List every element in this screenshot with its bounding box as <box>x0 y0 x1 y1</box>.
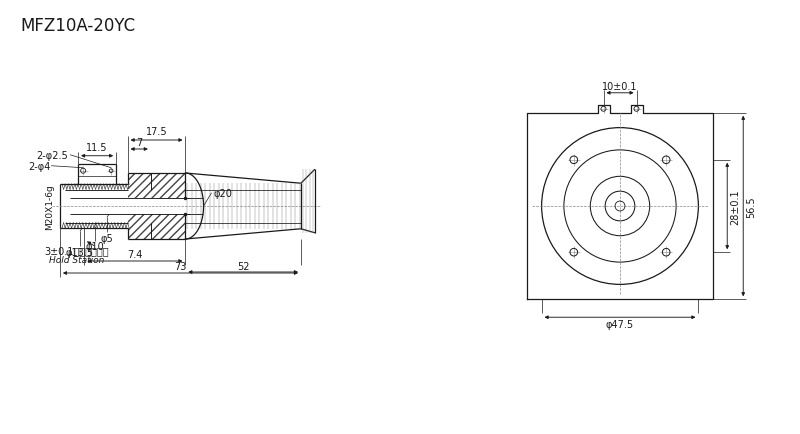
Text: Hold Station: Hold Station <box>49 256 104 264</box>
Bar <box>128 174 186 198</box>
Text: φ5: φ5 <box>101 234 114 243</box>
Bar <box>128 215 186 240</box>
Text: φ10: φ10 <box>86 242 104 252</box>
Text: 10±0.1: 10±0.1 <box>602 82 638 92</box>
Text: 56.5: 56.5 <box>746 196 756 217</box>
Text: 28±0.1: 28±0.1 <box>730 189 740 224</box>
Text: M20X1-6g: M20X1-6g <box>45 184 54 229</box>
Text: 7.4: 7.4 <box>127 250 142 260</box>
Text: φ13.5: φ13.5 <box>66 248 94 258</box>
Text: 17.5: 17.5 <box>146 127 167 137</box>
Text: 2-φ2.5: 2-φ2.5 <box>37 150 68 160</box>
Text: 3±0.1（吸合位置）: 3±0.1（吸合位置） <box>44 246 109 256</box>
Text: 7: 7 <box>136 138 142 148</box>
Text: 52: 52 <box>237 261 250 271</box>
Text: 11.5: 11.5 <box>86 142 108 152</box>
Text: φ47.5: φ47.5 <box>606 319 634 329</box>
Text: MFZ10A-20YC: MFZ10A-20YC <box>20 17 135 35</box>
Text: 2-φ4: 2-φ4 <box>28 161 50 171</box>
Text: 73: 73 <box>174 262 186 272</box>
Text: φ20: φ20 <box>214 188 233 198</box>
